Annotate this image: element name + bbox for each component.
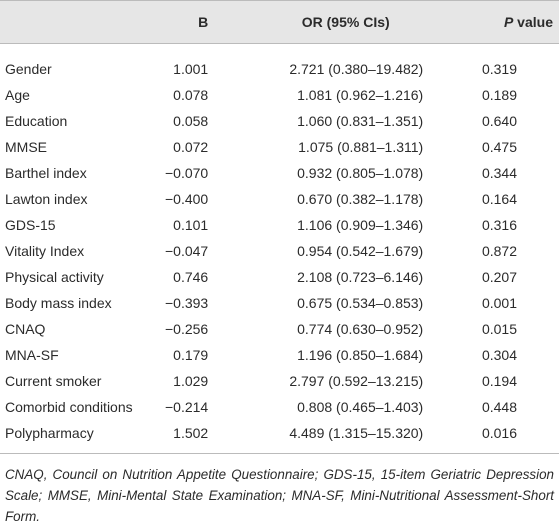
table-cell: 2.721 (0.380–19.482) [289, 61, 424, 77]
table-row: GDS-15 0.101 1.106 (0.909–1.346) 0.316 [0, 212, 559, 238]
table-row: Current smoker 1.029 2.797 (0.592–13.215) 0… [0, 368, 559, 394]
row-label: Age [5, 87, 30, 103]
table-cell: 1.029 [173, 373, 209, 389]
row-label: CNAQ [5, 321, 46, 337]
table-cell: 1.075 (0.881–1.311) [298, 139, 424, 155]
header-text: value [513, 14, 553, 30]
table-cell: 0.304 [481, 347, 517, 363]
row-label: Education [5, 113, 68, 129]
table-row: Comorbid conditions −0.214 0.808 (0.465–1.… [0, 394, 559, 420]
table-cell: 0.675 (0.534–0.853) [297, 295, 424, 311]
table-row: Age 0.078 1.081 (0.962–1.216) 0.189 [0, 82, 559, 108]
row-label: Physical activity [5, 269, 104, 285]
table-row: MMSE 0.072 1.075 (0.881–1.311) 0.475 [0, 134, 559, 160]
table-cell: −0.400 [165, 191, 209, 207]
table-cell: −0.393 [165, 295, 209, 311]
table-cell: 2.797 (0.592–13.215) [289, 373, 424, 389]
header-cell: P value [423, 0, 559, 44]
header-cell-empty [0, 0, 165, 44]
header-italic: P [503, 14, 514, 30]
table-row: Physical activity 0.746 2.108 (0.723–6.146… [0, 264, 559, 290]
table-cell: 0.774 (0.630–0.952) [297, 321, 424, 337]
table-cell: 1.081 (0.962–1.216) [297, 87, 424, 103]
table-cell: 0.319 [481, 61, 517, 77]
row-label: Barthel index [5, 165, 87, 181]
table-cell: 0.640 [481, 113, 517, 129]
table-cell: −0.047 [165, 243, 209, 259]
table-cell: 4.489 (1.315–15.320) [208, 420, 424, 454]
header-row: B OR (95% CIs) P value [0, 0, 559, 44]
table-cell: 1.106 (0.909–1.346) [297, 217, 424, 233]
table-cell: 0.207 [481, 269, 517, 285]
table-cell: 2.108 (0.723–6.146) [297, 269, 424, 285]
table-cell: −0.070 [165, 165, 209, 181]
table-row: Gender 1.001 2.721 (0.380–19.482) 0.319 [0, 44, 559, 83]
table-cell: 0.179 [173, 347, 209, 363]
table-body: Gender 1.001 2.721 (0.380–19.482) 0.319 Age 0… [0, 44, 559, 454]
table-row: MNA-SF 0.179 1.196 (0.850–1.684) 0.304 [0, 342, 559, 368]
table-cell: 1.060 (0.831–1.351) [297, 113, 424, 129]
row-label: Vitality Index [5, 243, 85, 259]
table-row: CNAQ −0.256 0.774 (0.630–0.952) 0.015 [0, 316, 559, 342]
table-cell: 0.808 (0.465–1.403) [297, 399, 424, 415]
row-label: Body mass index [5, 295, 112, 311]
table-row: Education 0.058 1.060 (0.831–1.351) 0.640 [0, 108, 559, 134]
table-cell: 0.932 (0.805–1.078) [297, 165, 424, 181]
footnote: CNAQ, Council on Nutrition Appetite Ques… [5, 467, 554, 524]
table-cell: −0.214 [165, 399, 209, 415]
table-cell: 0.164 [481, 191, 517, 207]
row-label: MNA-SF [5, 347, 59, 363]
table-row: Polypharmacy 1.502 4.489 (1.315–15.320) 0.0… [0, 420, 559, 454]
table-cell: 0.072 [173, 139, 209, 155]
header-cell: OR (95% CIs) [208, 0, 424, 44]
table-cell: 0.058 [173, 113, 209, 129]
table-row: Barthel index −0.070 0.932 (0.805–1.078) 0.… [0, 160, 559, 186]
table-cell: 0.194 [481, 373, 517, 389]
header-text: B [198, 14, 209, 30]
table-cell: 0.670 (0.382–1.178) [297, 191, 424, 207]
header-text: OR (95% CIs) [301, 14, 390, 30]
table-cell: 0.448 [481, 399, 517, 415]
row-label: Comorbid conditions [5, 399, 133, 415]
table-cell: 0.344 [481, 165, 517, 181]
table-row: Body mass index −0.393 0.675 (0.534–0.853)… [0, 290, 559, 316]
table-cell: 0.316 [481, 217, 517, 233]
table-cell: 1.196 (0.850–1.684) [297, 347, 424, 363]
table-cell: 0.746 [173, 269, 209, 285]
table-row: Vitality Index −0.047 0.954 (0.542–1.679) 0… [0, 238, 559, 264]
table-cell: 0.101 [173, 217, 209, 233]
table-cell: 0.872 [481, 243, 517, 259]
row-label: MMSE [5, 139, 47, 155]
table-cell: 0.189 [481, 87, 517, 103]
table-cell: 0.954 (0.542–1.679) [297, 243, 424, 259]
table-cell: −0.256 [165, 321, 209, 337]
row-label: Current smoker [5, 373, 102, 389]
table-cell: 0.016 [423, 420, 559, 454]
table-cell: 1.502 [165, 420, 209, 454]
data-table: B OR (95% CIs) P value Gender 1.001 2.721 (0… [0, 0, 559, 454]
table-row: Lawton index −0.400 0.670 (0.382–1.178) 0.1… [0, 186, 559, 212]
table-cell: 0.001 [481, 295, 517, 311]
table-cell: 0.015 [481, 321, 517, 337]
table-header: B OR (95% CIs) P value [0, 0, 559, 44]
table-cell: 1.001 [173, 61, 209, 77]
header-cell: B [165, 0, 209, 44]
row-label: Polypharmacy [0, 420, 165, 454]
table-cell: 0.078 [173, 87, 209, 103]
table-cell: 0.475 [481, 139, 517, 155]
row-label: GDS-15 [5, 217, 56, 233]
row-label: Gender [5, 61, 52, 77]
row-label: Lawton index [5, 191, 88, 207]
